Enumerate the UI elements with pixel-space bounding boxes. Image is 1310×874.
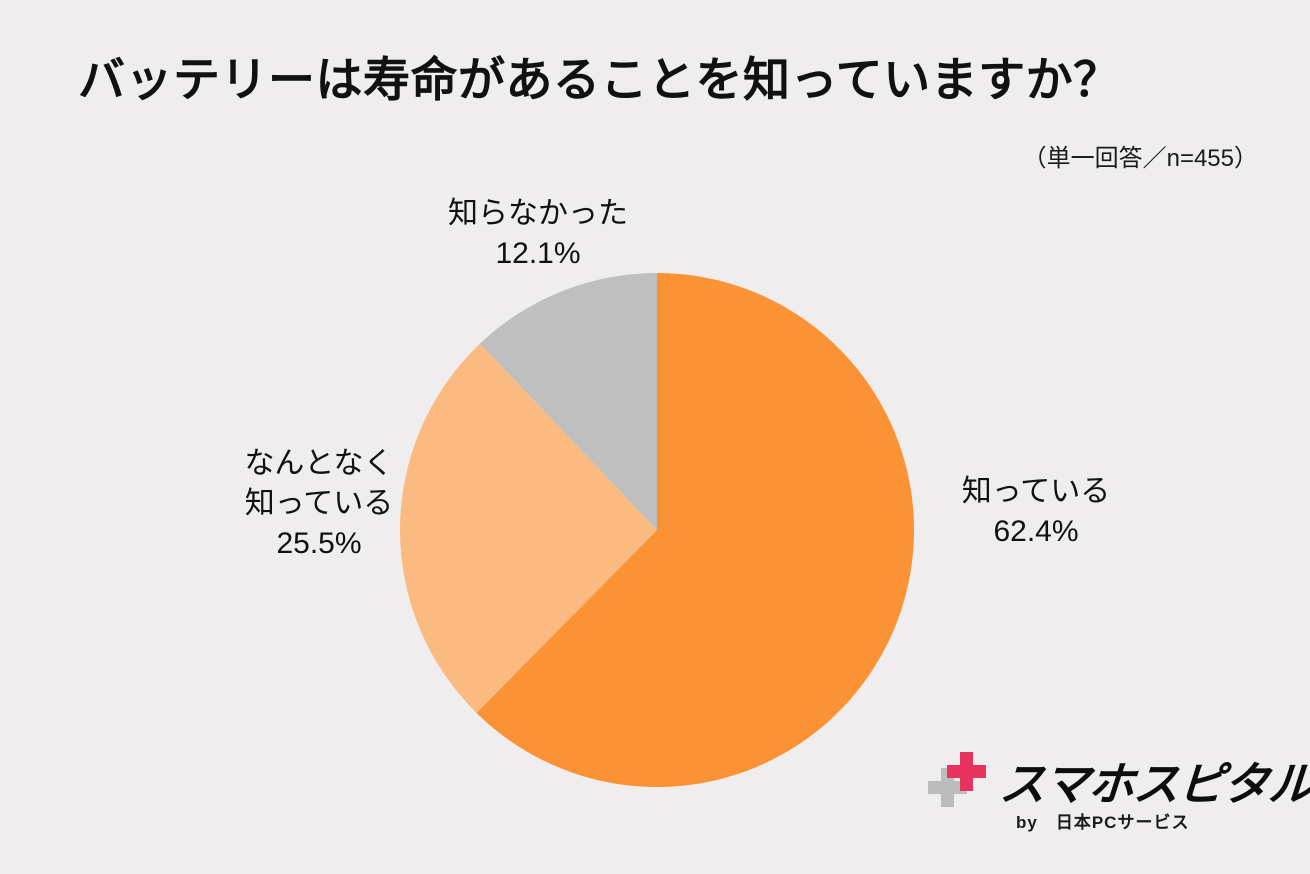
chart-subtitle: （単一回答／n=455） (1022, 145, 1258, 172)
pie-label-shiranakatta: 知らなかった 12.1% (443, 194, 633, 274)
pie-label-nantonaku-value: 25.5% (276, 526, 362, 560)
page-title: バッテリーは寿命があることを知っていますか？ (78, 53, 1121, 106)
brand-wordmark: スマホスピタル (997, 758, 1310, 810)
cross-plus-logo-icon (928, 752, 986, 807)
pie-label-shitteiru: 知っている 62.4% (944, 472, 1128, 552)
logo-plus-shape (947, 752, 986, 791)
pie-label-shitteiru-name: 知っている (961, 475, 1111, 508)
brand-byline: by 日本PCサービス (1016, 813, 1190, 832)
pie-slice (400, 343, 657, 713)
pie-label-nantonaku-shitteiru: なんとなく 知っている 25.5% (226, 444, 412, 564)
pie-label-shiranakatta-value: 12.1% (495, 236, 581, 270)
pie-label-nantonaku-line2: 知っている (244, 486, 394, 520)
brand-logo: スマホスピタル by 日本PCサービス (928, 752, 1310, 844)
pie-slice (479, 273, 657, 530)
pie-slice (476, 273, 915, 788)
pie-label-shiranakatta-name: 知らなかった (448, 197, 628, 230)
logo-plus-shape (928, 768, 967, 807)
pie-label-shitteiru-value: 62.4% (993, 514, 1079, 548)
pie-label-nantonaku-line1: なんとなく (244, 447, 394, 480)
